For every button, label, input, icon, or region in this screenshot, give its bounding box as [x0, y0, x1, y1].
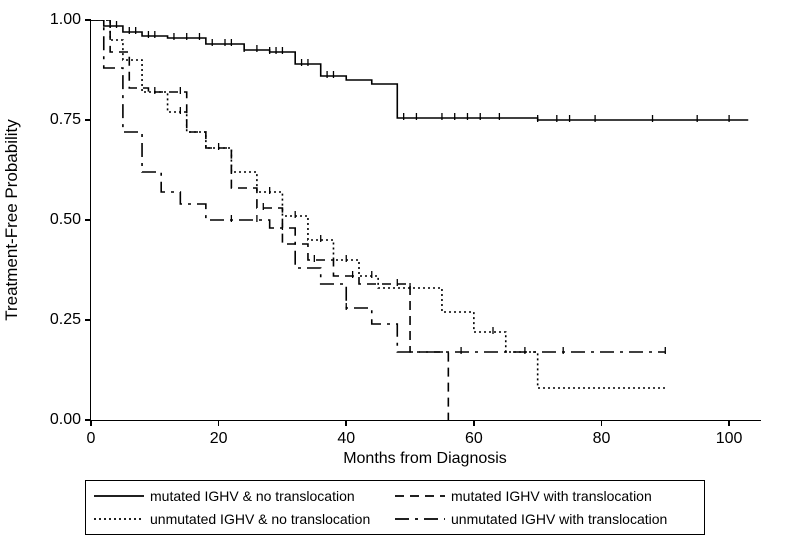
plot-area: 0.000.250.500.751.00020406080100	[90, 20, 761, 421]
plot-svg	[91, 20, 761, 420]
km-curve	[91, 20, 665, 352]
legend-label: mutated IGHV & no translocation	[150, 488, 355, 504]
x-axis-label: Months from Diagnosis	[343, 450, 507, 468]
y-axis-label: Treatment-Free Probability	[2, 119, 22, 321]
ytick-label: 0.00	[41, 411, 81, 429]
ytick-label: 0.25	[41, 311, 81, 329]
ytick-label: 0.50	[41, 211, 81, 229]
legend-label: unmutated IGHV & no translocation	[150, 511, 370, 527]
ytick-mark	[85, 19, 91, 21]
legend-swatch	[94, 489, 144, 503]
xtick-mark	[218, 420, 220, 426]
ytick-mark	[85, 219, 91, 221]
ytick-mark	[85, 319, 91, 321]
km-figure: Treatment-Free Probability 0.000.250.500…	[0, 0, 791, 547]
legend-label: mutated IGHV with translocation	[451, 488, 652, 504]
xtick-label: 80	[593, 430, 611, 448]
km-curve	[91, 20, 665, 388]
legend-item: mutated IGHV with translocation	[395, 485, 696, 508]
legend-label: unmutated IGHV with translocation	[451, 511, 667, 527]
ytick-mark	[85, 119, 91, 121]
xtick-label: 100	[716, 430, 743, 448]
xtick-label: 20	[210, 430, 228, 448]
km-curve	[91, 20, 748, 120]
xtick-mark	[728, 420, 730, 426]
xtick-label: 0	[87, 430, 96, 448]
xtick-mark	[601, 420, 603, 426]
xtick-label: 40	[337, 430, 355, 448]
legend-swatch	[94, 512, 144, 526]
legend-swatch	[395, 489, 445, 503]
xtick-mark	[90, 420, 92, 426]
legend-item: mutated IGHV & no translocation	[94, 485, 395, 508]
ytick-label: 1.00	[41, 11, 81, 29]
ytick-label: 0.75	[41, 111, 81, 129]
xtick-mark	[473, 420, 475, 426]
legend-swatch	[395, 512, 445, 526]
legend: mutated IGHV & no translocation mutated I…	[85, 480, 705, 535]
legend-item: unmutated IGHV & no translocation	[94, 508, 395, 531]
xtick-mark	[345, 420, 347, 426]
legend-item: unmutated IGHV with translocation	[395, 508, 696, 531]
xtick-label: 60	[465, 430, 483, 448]
